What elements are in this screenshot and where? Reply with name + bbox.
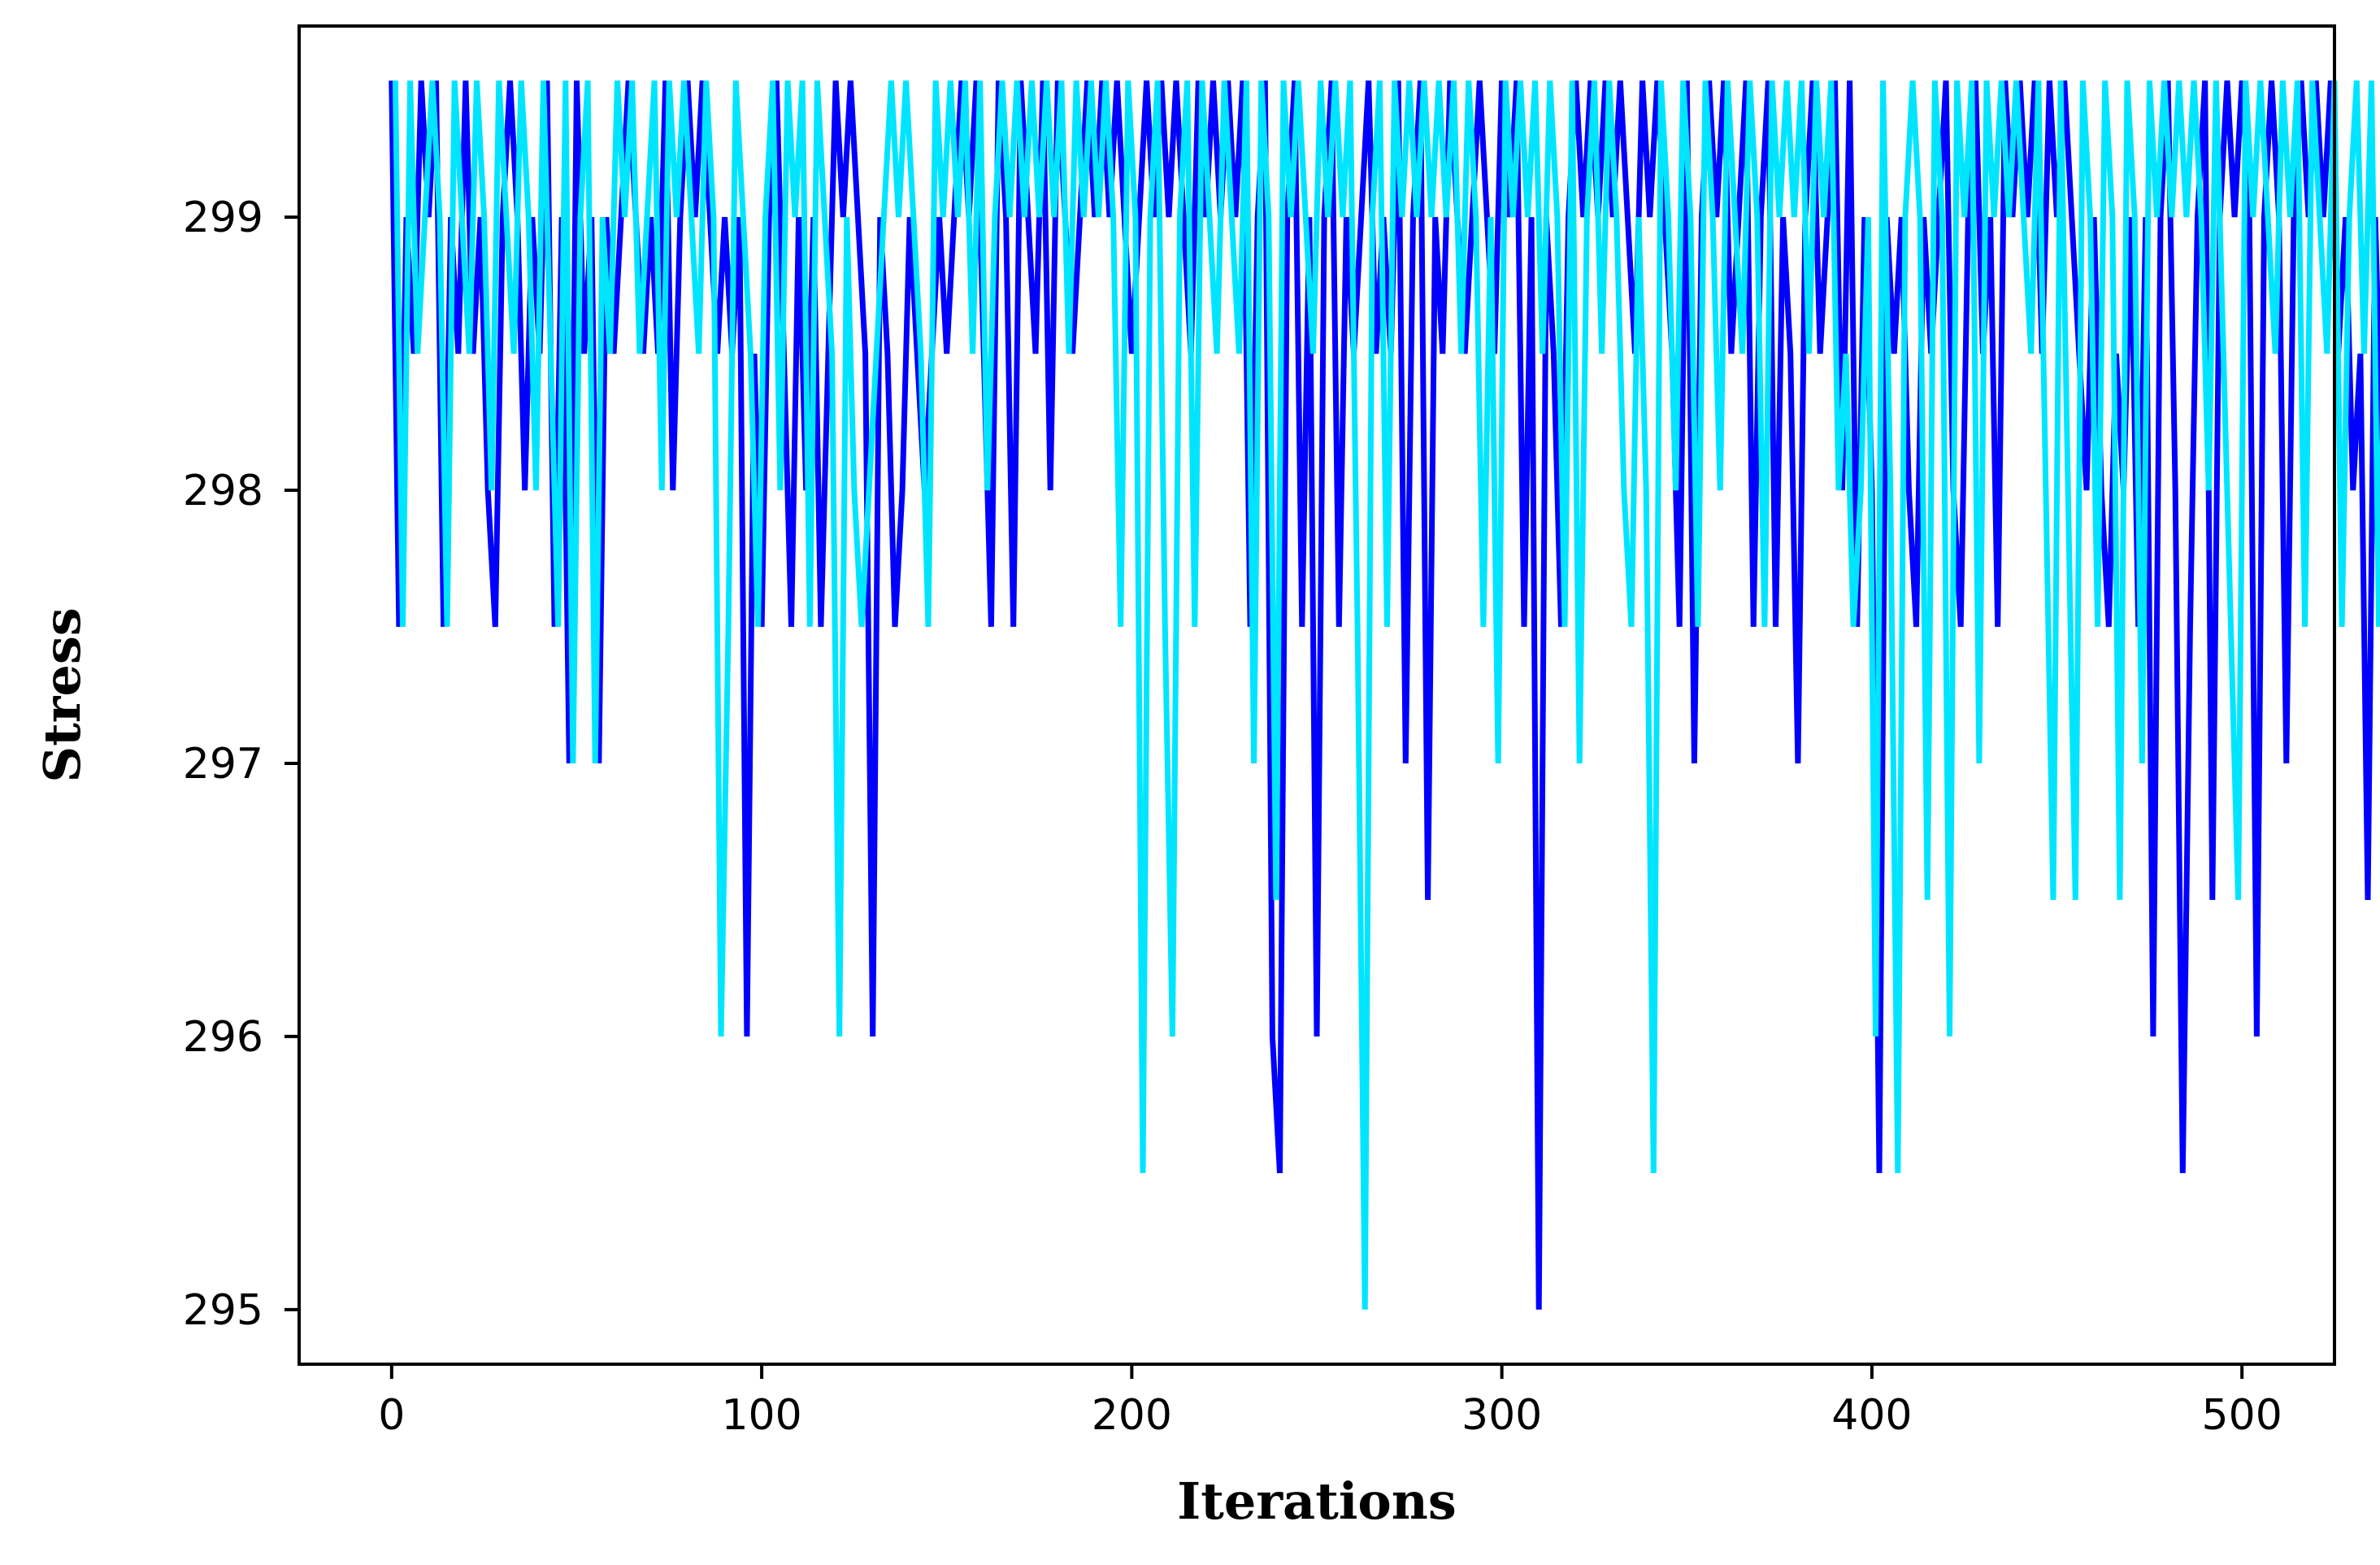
x-tick-label: 200 <box>1092 1391 1172 1440</box>
y-tick-label: 299 <box>183 193 263 242</box>
y-tick-label: 297 <box>183 740 263 789</box>
plot-frame <box>298 24 2336 1366</box>
y-tick-label: 298 <box>183 467 263 515</box>
x-tick-label: 300 <box>1461 1391 1542 1440</box>
series-line-2 <box>392 80 2380 1310</box>
x-axis-title: Iterations <box>1177 1472 1456 1531</box>
x-tick-label: 0 <box>378 1391 405 1440</box>
y-tick-label: 295 <box>183 1286 263 1335</box>
x-tick-label: 100 <box>721 1391 801 1440</box>
y-axis-title: Stress <box>33 607 92 782</box>
x-tick-label: 400 <box>1831 1391 1912 1440</box>
y-tick-label: 296 <box>183 1013 263 1062</box>
x-axis: 0 100 200 300 400 500 <box>378 1364 2282 1440</box>
y-axis: 295 296 297 298 299 <box>183 193 299 1335</box>
series-layer <box>389 80 2380 1310</box>
x-tick-label: 500 <box>2202 1391 2282 1440</box>
